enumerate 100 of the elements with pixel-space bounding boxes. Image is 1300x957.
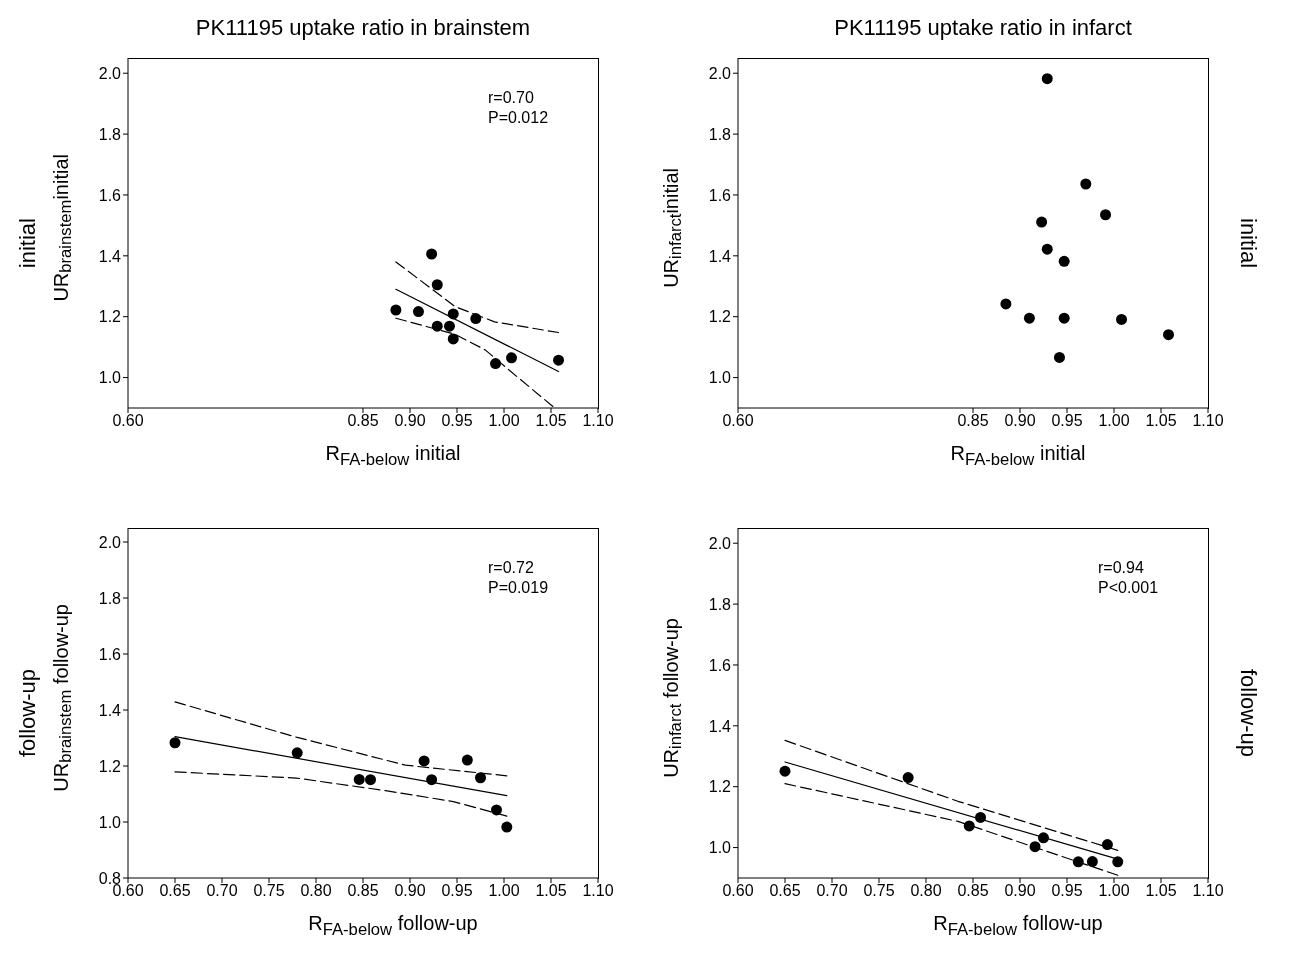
point xyxy=(1053,351,1065,363)
y-tick-label: 1.0 xyxy=(708,369,732,387)
x-tick-label: 0.90 xyxy=(394,882,426,900)
line-series xyxy=(395,261,560,334)
point xyxy=(418,755,430,767)
x-tick-label: 0.85 xyxy=(347,412,379,430)
x-tick-label: 0.80 xyxy=(300,882,332,900)
y-tick-label: 1.0 xyxy=(708,839,732,857)
point xyxy=(1163,329,1175,341)
y-tick-label: 1.8 xyxy=(708,595,732,613)
annotation: r=0.70 P=0.012 xyxy=(488,88,549,128)
y-tick-label: 2.0 xyxy=(98,64,122,82)
y-tick-label: 1.6 xyxy=(708,656,732,674)
x-tick-label: 1.05 xyxy=(1145,412,1177,430)
point xyxy=(390,304,402,316)
x-tick-label: 0.70 xyxy=(816,882,848,900)
point xyxy=(490,358,502,370)
y-tick-label: 1.6 xyxy=(708,186,732,204)
y-tick-label: 2.0 xyxy=(708,64,732,82)
y-tick-label: 1.6 xyxy=(98,186,122,204)
y-tick-label: 1.6 xyxy=(98,645,122,663)
point xyxy=(501,821,513,833)
text: follow-up xyxy=(1235,668,1261,758)
y-tick-label: 1.8 xyxy=(708,125,732,143)
point xyxy=(506,352,518,364)
x-tick-label: 1.00 xyxy=(488,412,520,430)
y-tick-label: 2.0 xyxy=(98,533,122,551)
point xyxy=(1100,209,1112,221)
point xyxy=(779,765,791,777)
line-series xyxy=(174,771,508,817)
x-tick-label: 1.05 xyxy=(1145,882,1177,900)
x-tick-label: 0.85 xyxy=(957,882,989,900)
point xyxy=(902,772,914,784)
x-tick-label: 0.95 xyxy=(441,412,473,430)
point xyxy=(169,737,181,749)
point xyxy=(412,306,424,318)
x-tick-label: 1.00 xyxy=(488,882,520,900)
y-tick-label: 1.8 xyxy=(98,589,122,607)
point xyxy=(1116,313,1128,325)
point xyxy=(1000,298,1012,310)
y-tick-label: 1.4 xyxy=(708,247,732,265)
point xyxy=(1058,312,1070,324)
point xyxy=(1086,856,1098,868)
x-tick-label: 0.65 xyxy=(769,882,801,900)
x-tick-label: 0.95 xyxy=(441,882,473,900)
point xyxy=(1112,856,1124,868)
point xyxy=(447,333,459,345)
point xyxy=(461,754,473,766)
x-tick-label: 0.60 xyxy=(722,412,754,430)
x-tick-label: 0.85 xyxy=(347,882,379,900)
x-tick-label: 0.70 xyxy=(206,882,238,900)
point xyxy=(1058,255,1070,267)
y-tick-label: 1.4 xyxy=(708,717,732,735)
y-tick-label: 2.0 xyxy=(708,534,732,552)
x-tick-label: 0.65 xyxy=(159,882,191,900)
y-tick-label: 1.2 xyxy=(98,757,122,775)
y-tick-label: 1.4 xyxy=(98,247,122,265)
annotation: r=0.94 P<0.001 xyxy=(1098,558,1159,598)
point xyxy=(443,320,455,332)
x-tick-label: 0.75 xyxy=(253,882,285,900)
x-tick-label: 0.80 xyxy=(910,882,942,900)
x-tick-label: 0.95 xyxy=(1051,412,1083,430)
y-tick-label: 1.0 xyxy=(98,369,122,387)
y-tick-label: 1.2 xyxy=(708,778,732,796)
x-tick-label: 0.85 xyxy=(957,412,989,430)
point xyxy=(1041,243,1053,255)
y-tick-label: 1.4 xyxy=(98,701,122,719)
y-tick-label: 1.8 xyxy=(98,125,122,143)
x-axis-title: R$_{FA-below}$ initial xyxy=(325,442,461,469)
chart-title: PK11195 uptake ratio in brainstem xyxy=(194,14,532,42)
x-tick-label: 0.95 xyxy=(1051,882,1083,900)
point xyxy=(431,279,443,291)
point xyxy=(365,774,377,786)
x-tick-label: 0.90 xyxy=(1004,882,1036,900)
text: initial xyxy=(1235,217,1261,269)
point xyxy=(1041,73,1053,85)
x-tick-label: 0.75 xyxy=(863,882,895,900)
x-tick-label: 1.10 xyxy=(582,412,614,430)
x-tick-label: 0.90 xyxy=(394,412,426,430)
x-tick-label: 1.05 xyxy=(535,412,567,430)
text: initial xyxy=(15,217,41,269)
point xyxy=(1101,839,1113,851)
y-tick-label: 1.2 xyxy=(708,308,732,326)
x-tick-label: 0.60 xyxy=(112,412,144,430)
annotation: r=0.72 P=0.019 xyxy=(488,558,549,598)
x-tick-label: 1.00 xyxy=(1098,882,1130,900)
y-tick-label: 1.2 xyxy=(98,308,122,326)
point xyxy=(490,804,502,816)
x-tick-label: 1.05 xyxy=(535,882,567,900)
point xyxy=(426,248,438,260)
x-axis-title: R$_{FA-below}$ follow-up xyxy=(933,912,1103,939)
y-tick-label: 1.0 xyxy=(98,813,122,831)
point xyxy=(1036,216,1048,228)
x-tick-label: 0.60 xyxy=(722,882,754,900)
point xyxy=(353,773,365,785)
x-tick-label: 1.10 xyxy=(1192,882,1224,900)
point xyxy=(291,747,303,759)
x-axis-title: R$_{FA-below}$ initial xyxy=(950,442,1086,469)
point xyxy=(1080,178,1092,190)
x-tick-label: 1.10 xyxy=(582,882,614,900)
